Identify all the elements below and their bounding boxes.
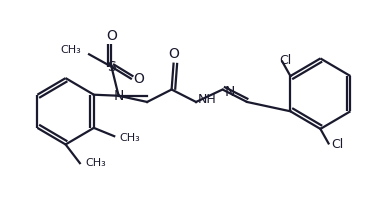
Text: CH₃: CH₃ xyxy=(119,133,140,143)
Text: N: N xyxy=(225,85,235,99)
Text: CH₃: CH₃ xyxy=(60,45,81,55)
Text: O: O xyxy=(168,47,179,61)
Text: NH: NH xyxy=(198,93,217,106)
Text: S: S xyxy=(107,60,116,74)
Text: Cl: Cl xyxy=(332,138,344,151)
Text: Cl: Cl xyxy=(279,54,291,67)
Text: O: O xyxy=(106,29,117,43)
Text: N: N xyxy=(113,89,124,103)
Text: O: O xyxy=(134,72,144,86)
Text: CH₃: CH₃ xyxy=(85,158,106,168)
